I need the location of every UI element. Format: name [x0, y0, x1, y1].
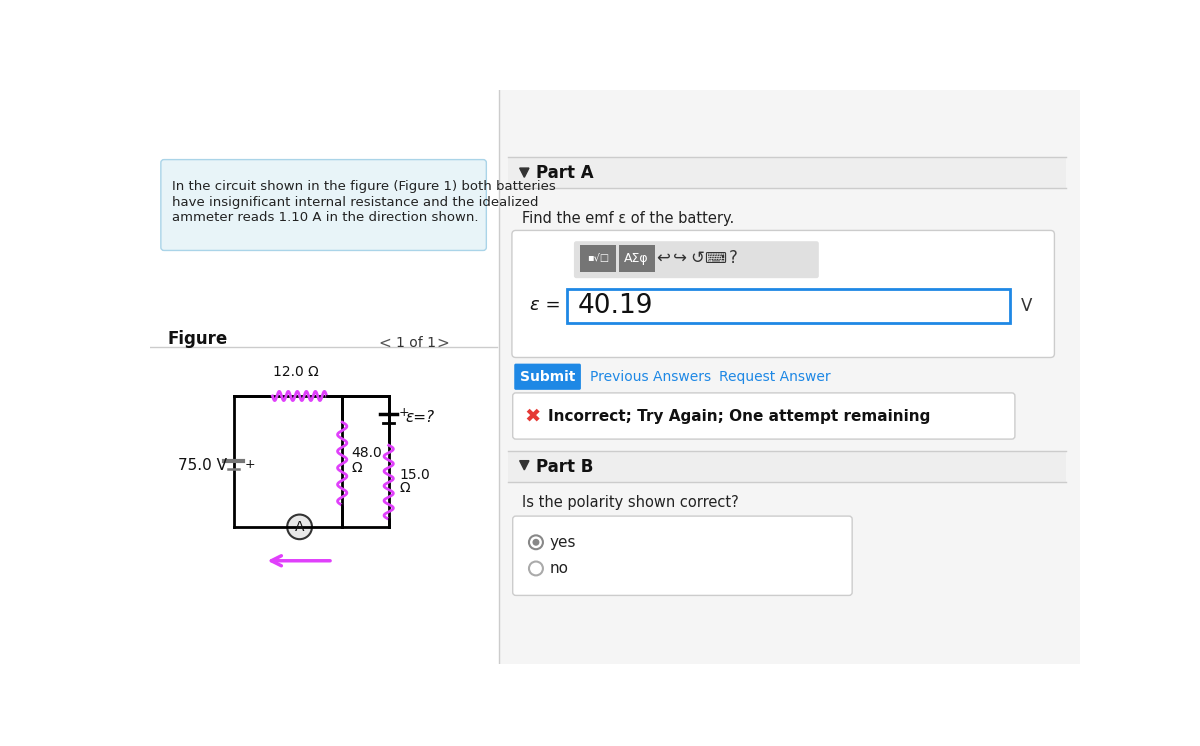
Text: yes: yes — [550, 535, 576, 550]
Text: 1 of 1: 1 of 1 — [396, 336, 437, 350]
Text: Is the polarity shown correct?: Is the polarity shown correct? — [522, 495, 739, 510]
FancyBboxPatch shape — [619, 245, 654, 272]
Text: 40.19: 40.19 — [578, 293, 653, 319]
Polygon shape — [520, 461, 529, 470]
Text: Part B: Part B — [536, 458, 593, 476]
Text: V: V — [1021, 297, 1032, 315]
Text: In the circuit shown in the figure (Figure 1) both batteries: In the circuit shown in the figure (Figu… — [172, 181, 556, 193]
Text: Submit: Submit — [520, 370, 575, 383]
Text: Request Answer: Request Answer — [719, 370, 830, 383]
Polygon shape — [520, 168, 529, 178]
Text: ?: ? — [728, 249, 737, 267]
FancyBboxPatch shape — [580, 245, 616, 272]
FancyBboxPatch shape — [161, 160, 486, 251]
Text: Previous Answers: Previous Answers — [590, 370, 712, 383]
Text: 75.0 V: 75.0 V — [178, 458, 227, 473]
FancyBboxPatch shape — [512, 393, 1015, 439]
Text: >: > — [437, 336, 450, 351]
Circle shape — [533, 539, 540, 546]
Text: Ω: Ω — [400, 481, 410, 495]
Text: A: A — [295, 520, 305, 534]
FancyBboxPatch shape — [512, 231, 1055, 357]
Circle shape — [287, 515, 312, 539]
Text: ✖: ✖ — [524, 407, 541, 425]
FancyBboxPatch shape — [574, 241, 818, 278]
Text: ε =: ε = — [529, 296, 560, 314]
Circle shape — [529, 562, 542, 575]
FancyBboxPatch shape — [508, 451, 1066, 482]
Text: ↺: ↺ — [690, 249, 704, 267]
FancyBboxPatch shape — [515, 363, 581, 390]
Text: no: no — [550, 561, 569, 576]
Text: 48.0: 48.0 — [352, 446, 383, 460]
FancyBboxPatch shape — [499, 90, 1080, 664]
Text: <: < — [379, 336, 391, 351]
FancyBboxPatch shape — [150, 90, 499, 664]
Text: ε=?: ε=? — [406, 410, 434, 425]
Text: Incorrect; Try Again; One attempt remaining: Incorrect; Try Again; One attempt remain… — [548, 409, 931, 424]
Text: Part A: Part A — [536, 163, 594, 182]
Text: AΣφ: AΣφ — [624, 251, 649, 265]
Text: Figure: Figure — [167, 330, 227, 348]
Text: +: + — [245, 457, 256, 471]
Text: ⌨: ⌨ — [704, 251, 726, 266]
FancyBboxPatch shape — [508, 157, 1066, 188]
Text: 15.0: 15.0 — [400, 468, 431, 481]
Circle shape — [529, 536, 542, 549]
Text: ↩: ↩ — [656, 249, 670, 267]
Text: have insignificant internal resistance and the idealized: have insignificant internal resistance a… — [172, 195, 539, 209]
Text: ▪√□: ▪√□ — [587, 253, 610, 263]
Text: Ω: Ω — [352, 461, 362, 475]
Text: +: + — [398, 407, 409, 419]
FancyBboxPatch shape — [566, 289, 1010, 323]
Text: 12.0 Ω: 12.0 Ω — [272, 365, 318, 379]
Text: ↪: ↪ — [673, 249, 688, 267]
FancyBboxPatch shape — [512, 516, 852, 595]
Text: ammeter reads 1.10 A in the direction shown.: ammeter reads 1.10 A in the direction sh… — [172, 211, 478, 225]
Text: Find the emf ε of the battery.: Find the emf ε of the battery. — [522, 211, 734, 226]
